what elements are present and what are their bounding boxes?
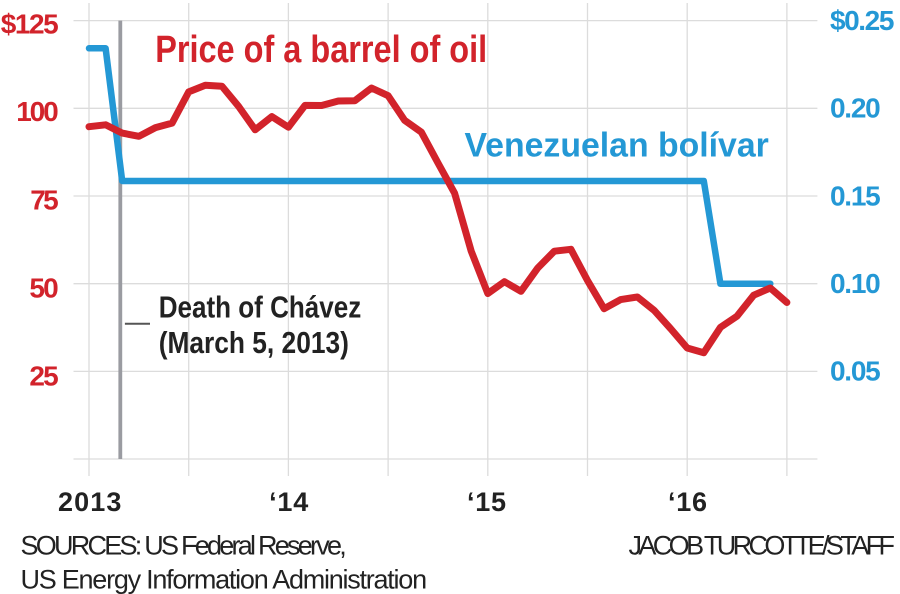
- svg-text:75: 75: [30, 184, 58, 215]
- svg-text:Death of Chávez: Death of Chávez: [159, 289, 362, 324]
- svg-text:100: 100: [16, 96, 58, 127]
- svg-text:$125: $125: [1, 9, 59, 40]
- svg-text:‘14: ‘14: [269, 487, 308, 517]
- svg-text:‘15: ‘15: [467, 487, 506, 517]
- svg-text:$0.25: $0.25: [830, 5, 894, 36]
- svg-text:2013: 2013: [58, 487, 121, 517]
- svg-text:0.20: 0.20: [830, 93, 881, 124]
- svg-text:0.10: 0.10: [830, 268, 881, 299]
- svg-text:SOURCES: US Federal Reserve,: SOURCES: US Federal Reserve,: [21, 531, 347, 561]
- svg-text:(March 5, 2013): (March 5, 2013): [159, 325, 349, 360]
- svg-text:0.15: 0.15: [830, 181, 881, 212]
- svg-text:US Energy Information Administ: US Energy Information Administration: [21, 565, 428, 594]
- svg-text:Venezuelan bolívar: Venezuelan bolívar: [465, 127, 769, 165]
- svg-text:JACOB TURCOTTE/STAFF: JACOB TURCOTTE/STAFF: [629, 531, 896, 561]
- svg-text:0.05: 0.05: [830, 356, 881, 387]
- svg-text:Price of a barrel of oil: Price of a barrel of oil: [155, 29, 487, 71]
- svg-text:50: 50: [29, 273, 58, 304]
- svg-text:25: 25: [29, 361, 58, 392]
- svg-text:‘16: ‘16: [668, 487, 707, 517]
